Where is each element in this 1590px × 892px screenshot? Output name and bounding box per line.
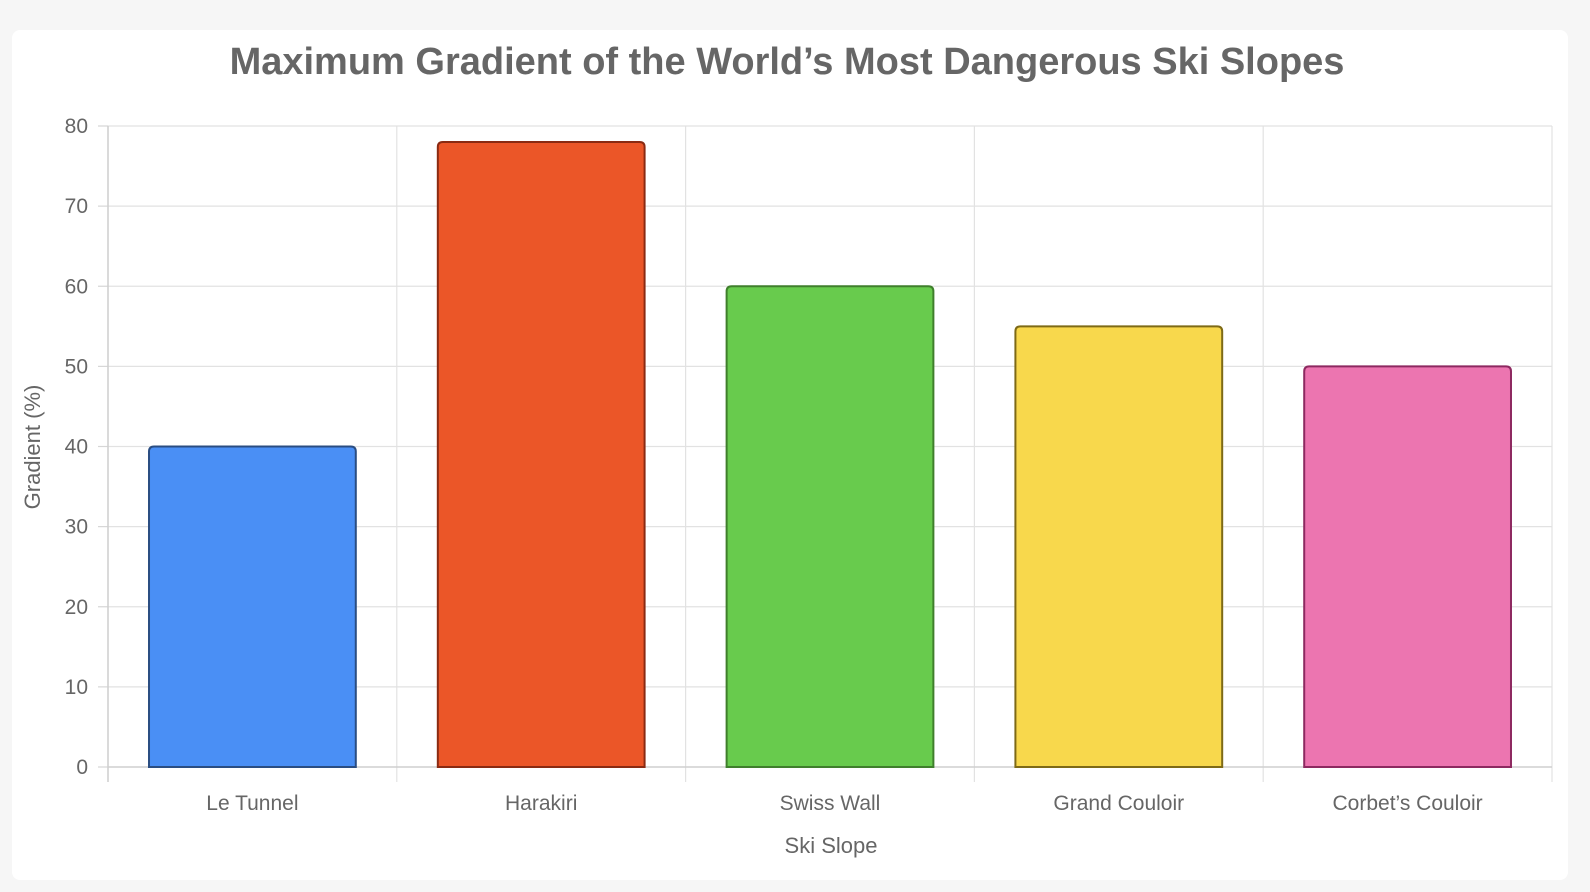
bars (148, 141, 1512, 768)
x-tick-label: Le Tunnel (206, 792, 298, 815)
bar-le-tunnel (148, 445, 357, 768)
y-tick-label: 10 (65, 676, 88, 699)
bar-swiss-wall (725, 285, 935, 768)
y-tick-label: 40 (65, 436, 88, 459)
y-tick-label: 70 (65, 195, 88, 218)
bar-grand-couloir (1014, 325, 1224, 768)
y-tick-label: 0 (76, 756, 88, 779)
y-axis-title: Gradient (%) (20, 385, 45, 510)
x-tick-label: Harakiri (505, 792, 577, 815)
x-tick-label: Corbet’s Couloir (1333, 792, 1483, 815)
x-tick-label: Grand Couloir (1053, 792, 1184, 815)
x-tick-label: Swiss Wall (780, 792, 881, 815)
x-tick-labels: Le Tunnel Harakiri Swiss Wall Grand Couloir… (206, 792, 1482, 815)
y-tick-label: 60 (65, 275, 88, 298)
y-tick-labels: 0 10 20 30 40 50 60 70 80 (65, 115, 88, 779)
bar-harakiri (436, 141, 646, 768)
y-tick-label: 50 (65, 355, 88, 378)
y-tick-label: 80 (65, 115, 88, 138)
chart-title: Maximum Gradient of the World’s Most Dan… (230, 41, 1345, 83)
y-tick-label: 30 (65, 516, 88, 539)
bar-corbet-s-couloir (1303, 365, 1512, 768)
chart-card: Maximum Gradient of the World’s Most Dan… (12, 30, 1568, 880)
bar-chart: Maximum Gradient of the World’s Most Dan… (20, 41, 1553, 858)
y-tick-label: 20 (65, 596, 88, 619)
x-axis-title: Ski Slope (785, 833, 878, 858)
